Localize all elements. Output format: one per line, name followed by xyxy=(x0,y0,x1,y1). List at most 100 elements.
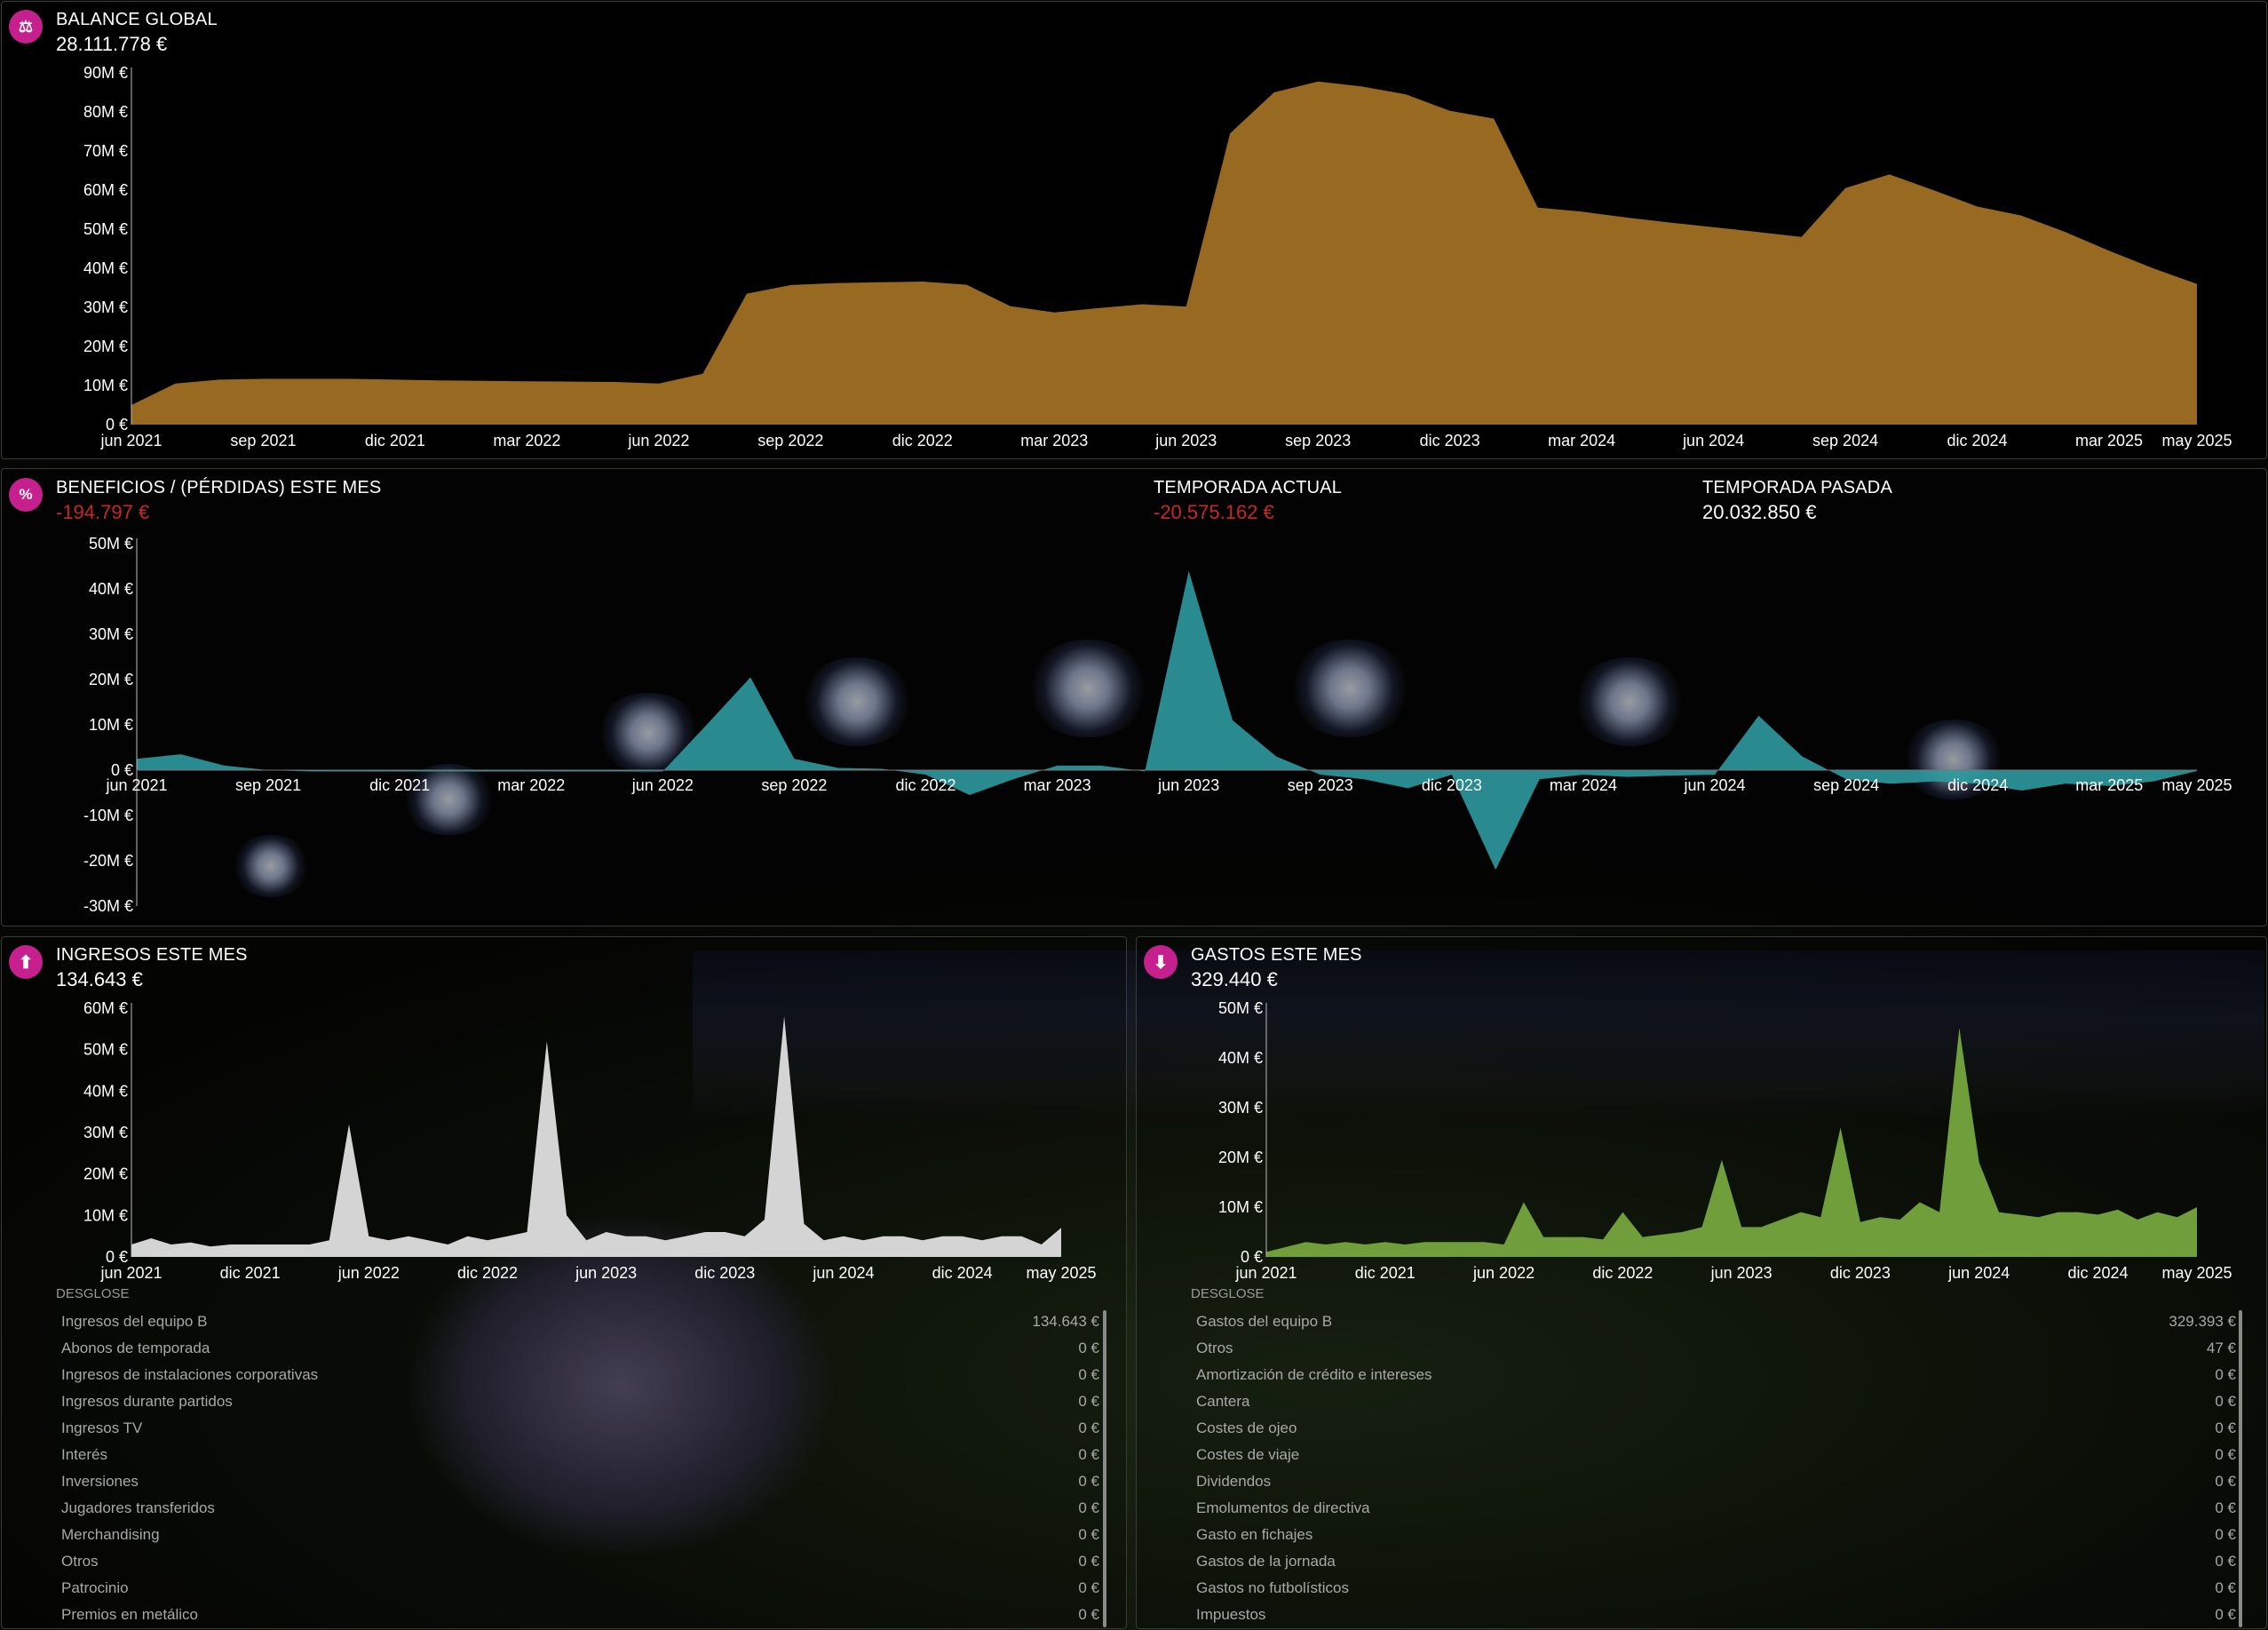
expenses-scrollbar[interactable] xyxy=(2239,1310,2242,1627)
income-y-tick-label: 10M € xyxy=(83,1206,128,1224)
balance-x-tick-label: sep 2021 xyxy=(230,432,296,449)
expenses-breakdown-item-label: Gastos no futbolísticos xyxy=(1196,1579,1349,1596)
expenses-x-tick-label: dic 2022 xyxy=(1592,1264,1653,1282)
profit-x-tick-label: mar 2024 xyxy=(1550,776,1617,794)
income-breakdown-item-label: Ingresos de instalaciones corporativas xyxy=(61,1366,319,1383)
expenses-y-tick-label: 20M € xyxy=(1218,1149,1263,1166)
income-breakdown-item-label: Ingresos del equipo B xyxy=(61,1313,208,1330)
arrow-up-icon: ⬆ xyxy=(9,945,43,979)
balance-x-tick-label: mar 2024 xyxy=(1548,432,1615,449)
balance-value: 28.111.778 € xyxy=(56,33,168,55)
expenses-breakdown-item-value: 0 € xyxy=(2215,1366,2236,1383)
expenses-chart: 0 € 10M € 20M € 30M € 40M € 50M € jun 2021 dic … xyxy=(1218,1003,2197,1282)
profit-x-tick-label: sep 2023 xyxy=(1288,776,1353,794)
balance-y-tick-label: 70M € xyxy=(83,142,128,160)
income-breakdown-item-value: 0 € xyxy=(1078,1606,1099,1623)
expenses-breakdown-item-value: 0 € xyxy=(2215,1499,2236,1516)
income-scrollbar[interactable] xyxy=(1103,1310,1106,1627)
expenses-breakdown-item-label: Impuestos xyxy=(1196,1606,1266,1623)
income-breakdown-item-value: 0 € xyxy=(1078,1366,1099,1383)
expenses-breakdown-item-label: Costes de viaje xyxy=(1196,1446,1300,1463)
expenses-x-tick-label: dic 2021 xyxy=(1355,1264,1416,1282)
income-breakdown-item-label: Otros xyxy=(61,1553,99,1570)
expenses-breakdown-item-value: 0 € xyxy=(2215,1393,2236,1410)
balance-x-tick-label: jun 2021 xyxy=(99,432,162,449)
income-y-tick-label: 30M € xyxy=(83,1124,128,1141)
expenses-breakdown-item-value: 0 € xyxy=(2215,1553,2236,1570)
balance-title: BALANCE GLOBAL xyxy=(56,10,218,29)
arrow-down-icon: ⬇ xyxy=(1144,945,1178,979)
expenses-breakdown-item-label: Costes de ojeo xyxy=(1196,1419,1297,1436)
expenses-panel xyxy=(1136,936,2267,1629)
income-title: INGRESOS ESTE MES xyxy=(56,945,248,965)
balance-x-tick-label: may 2025 xyxy=(2161,432,2232,449)
income-breakdown-item-value: 0 € xyxy=(1078,1526,1099,1543)
profit-chart: -30M € -20M € -10M € 0 € 10M € 20M € 30M € 40M … xyxy=(83,535,2197,906)
expenses-breakdown-item-value: 0 € xyxy=(2215,1446,2236,1463)
income-x-tick-label: may 2025 xyxy=(1026,1264,1096,1282)
balance-x-tick-label: mar 2022 xyxy=(493,432,560,449)
balance-x-tick-label: dic 2021 xyxy=(365,432,425,449)
profit-y-tick-label: 50M € xyxy=(89,535,133,553)
income-breakdown-item-label: Patrocinio xyxy=(61,1579,129,1596)
profit-x-tick-label: jun 2022 xyxy=(631,776,694,794)
expenses-y-tick-label: 0 € xyxy=(1241,1248,1263,1266)
income-breakdown-item-value: 0 € xyxy=(1078,1340,1099,1356)
income-x-tick-label: dic 2022 xyxy=(457,1264,518,1282)
income-x-tick-label: dic 2021 xyxy=(220,1264,281,1282)
balance-area-series xyxy=(131,81,2197,425)
balance-x-tick-label: sep 2022 xyxy=(757,432,823,449)
income-x-tick-label: jun 2023 xyxy=(575,1264,637,1282)
expenses-x-tick-label: dic 2023 xyxy=(1830,1264,1891,1282)
last-season-label: TEMPORADA PASADA xyxy=(1702,478,1892,497)
profit-x-tick-label: sep 2022 xyxy=(761,776,827,794)
expenses-breakdown-item-value: 47 € xyxy=(2206,1340,2236,1356)
expenses-y-tick-label: 30M € xyxy=(1218,1099,1263,1117)
balance-y-tick-label: 20M € xyxy=(83,338,128,355)
expenses-breakdown-item-label: Emolumentos de directiva xyxy=(1196,1499,1370,1516)
income-y-tick-label: 20M € xyxy=(83,1165,128,1183)
income-x-tick-label: jun 2022 xyxy=(337,1264,400,1282)
income-breakdown-item-label: Interés xyxy=(61,1446,107,1463)
expenses-breakdown-item-label: Otros xyxy=(1196,1340,1233,1356)
income-y-tick-label: 50M € xyxy=(83,1041,128,1059)
income-breakdown-item-value: 0 € xyxy=(1078,1446,1099,1463)
income-x-tick-label: jun 2024 xyxy=(812,1264,874,1282)
income-breakdown-item-label: Ingresos TV xyxy=(61,1419,143,1436)
balance-x-tick-label: mar 2025 xyxy=(2075,432,2143,449)
expenses-breakdown-item-label: Gasto en fichajes xyxy=(1196,1526,1313,1543)
income-breakdown-item-value: 0 € xyxy=(1078,1393,1099,1410)
balance-x-tick-label: sep 2023 xyxy=(1285,432,1351,449)
income-breakdown-item-value: 0 € xyxy=(1078,1473,1099,1490)
current-season-label: TEMPORADA ACTUAL xyxy=(1154,478,1343,497)
balance-y-tick-label: 50M € xyxy=(83,220,128,238)
balance-y-tick-label: 0 € xyxy=(106,416,128,433)
expenses-x-tick-label: dic 2024 xyxy=(2067,1264,2128,1282)
profit-y-tick-label: 40M € xyxy=(89,580,133,598)
profit-value: -194.797 € xyxy=(56,501,150,523)
balance-y-tick-label: 40M € xyxy=(83,259,128,277)
income-x-tick-label: dic 2023 xyxy=(694,1264,755,1282)
balance-x-tick-label: jun 2022 xyxy=(627,432,689,449)
income-breakdown-item-value: 0 € xyxy=(1078,1499,1099,1516)
balance-y-tick-label: 10M € xyxy=(83,377,128,394)
income-y-tick-label: 60M € xyxy=(83,999,128,1017)
profit-x-tick-label: dic 2023 xyxy=(1422,776,1482,794)
profit-x-tick-label: mar 2025 xyxy=(2075,776,2143,794)
income-panel xyxy=(1,936,1127,1629)
expenses-y-tick-label: 40M € xyxy=(1218,1049,1263,1067)
profit-y-tick-label: -20M € xyxy=(83,852,133,870)
profit-x-tick-label: mar 2023 xyxy=(1024,776,1091,794)
scale-icon: ⚖ xyxy=(9,10,43,44)
profit-title: BENEFICIOS / (PÉRDIDAS) ESTE MES xyxy=(56,478,382,497)
balance-x-tick-label: dic 2024 xyxy=(1947,432,2008,449)
income-breakdown-item-label: Ingresos durante partidos xyxy=(61,1393,233,1410)
balance-chart: 0 € 10M € 20M € 30M € 40M € 50M € 60M € 70M € 80… xyxy=(83,64,2232,449)
income-breakdown-item-value: 134.643 € xyxy=(1032,1313,1099,1330)
balance-y-tick-label: 60M € xyxy=(83,181,128,199)
balance-x-tick-label: dic 2022 xyxy=(892,432,953,449)
income-breakdown-item-value: 0 € xyxy=(1078,1579,1099,1596)
income-breakdown-item-label: Inversiones xyxy=(61,1473,139,1490)
income-breakdown-item-label: Premios en metálico xyxy=(61,1606,199,1623)
balance-x-tick-label: jun 2024 xyxy=(1682,432,1744,449)
